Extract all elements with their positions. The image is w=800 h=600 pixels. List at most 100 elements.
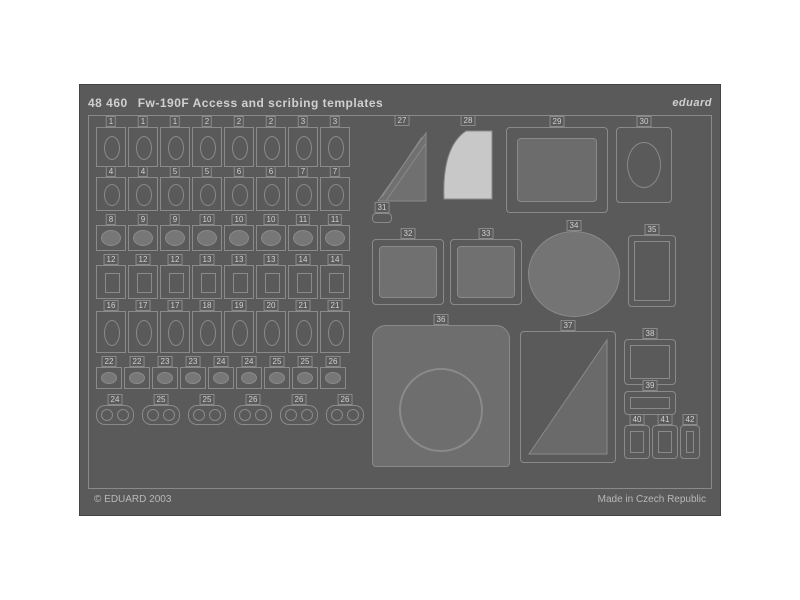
part-number: 17 — [136, 300, 151, 311]
part-number: 25 — [270, 356, 285, 367]
part-number: 22 — [130, 356, 145, 367]
etch-part-24: 24 — [208, 367, 234, 389]
etch-part-28: 28 — [438, 127, 498, 203]
oval-relief — [229, 230, 249, 246]
aperture — [232, 136, 248, 160]
etch-part-9: 9 — [128, 225, 158, 251]
part-number: 20 — [264, 300, 279, 311]
aperture — [232, 184, 248, 206]
etch-part-26: 26 — [326, 405, 364, 425]
etch-part-22: 22 — [96, 367, 122, 389]
aperture — [104, 320, 120, 346]
part-number: 23 — [186, 356, 201, 367]
etch-part-40: 40 — [624, 425, 650, 459]
part-number: 11 — [328, 214, 342, 225]
etch-part-12: 12 — [128, 265, 158, 299]
part-number: 1 — [170, 116, 180, 127]
etch-part-5: 5 — [192, 177, 222, 211]
aperture — [232, 320, 248, 346]
etch-part-42: 42 — [680, 425, 700, 459]
made-in: Made in Czech Republic — [598, 494, 706, 505]
etch-part-33: 33 — [450, 239, 522, 305]
etch-part-25: 25 — [142, 405, 180, 425]
etch-part-31: 31 — [372, 213, 392, 223]
part-number: 37 — [561, 320, 576, 331]
hole — [301, 409, 313, 421]
etch-part-22: 22 — [124, 367, 150, 389]
part-number: 9 — [170, 214, 180, 225]
part-number: 41 — [658, 414, 673, 425]
part-number: 40 — [630, 414, 645, 425]
oval-relief — [213, 372, 229, 384]
etch-part-23: 23 — [180, 367, 206, 389]
part-number: 30 — [637, 116, 652, 127]
hole — [117, 409, 129, 421]
etch-part-2: 2 — [256, 127, 286, 167]
cowl-opening — [399, 368, 483, 452]
etch-part-10: 10 — [192, 225, 222, 251]
oval-relief — [101, 372, 117, 384]
etch-part-25: 25 — [292, 367, 318, 389]
etch-part-36: 36 — [372, 325, 510, 467]
part-number: 6 — [234, 166, 244, 177]
etch-part-37: 37 — [520, 331, 616, 463]
etch-part-17: 17 — [160, 311, 190, 353]
part-number: 5 — [202, 166, 212, 177]
etch-part-34: 34 — [528, 231, 620, 317]
part-number: 25 — [154, 394, 169, 405]
blade-icon — [438, 127, 498, 203]
aperture — [686, 431, 694, 453]
aperture — [658, 431, 672, 453]
aperture — [630, 345, 670, 379]
etch-part-13: 13 — [192, 265, 222, 299]
part-number: 29 — [550, 116, 565, 127]
etch-part-6: 6 — [224, 177, 254, 211]
part-number: 16 — [104, 300, 119, 311]
hole — [255, 409, 267, 421]
oval-relief — [133, 230, 153, 246]
brand-logo: eduard — [672, 97, 712, 109]
aperture — [296, 320, 312, 346]
triangle-frame-icon — [521, 332, 615, 462]
photoetch-fret: 48 460 Fw-190F Access and scribing templ… — [79, 84, 721, 516]
etch-part-1: 1 — [96, 127, 126, 167]
part-number: 1 — [106, 116, 116, 127]
part-number: 36 — [434, 314, 449, 325]
etch-part-4: 4 — [128, 177, 158, 211]
aperture — [168, 136, 184, 160]
etch-part-24: 24 — [96, 405, 134, 425]
oval-relief — [241, 372, 257, 384]
etch-part-14: 14 — [320, 265, 350, 299]
part-number: 18 — [200, 300, 215, 311]
etch-part-29: 29 — [506, 127, 608, 213]
part-number: 7 — [298, 166, 308, 177]
etch-part-13: 13 — [256, 265, 286, 299]
part-number: 34 — [567, 220, 582, 231]
inner-frame — [517, 138, 597, 202]
etch-part-12: 12 — [160, 265, 190, 299]
etch-part-5: 5 — [160, 177, 190, 211]
etch-part-11: 11 — [288, 225, 318, 251]
etch-part-26: 26 — [234, 405, 272, 425]
part-number: 42 — [683, 414, 698, 425]
etch-part-1: 1 — [160, 127, 190, 167]
part-number: 7 — [330, 166, 340, 177]
part-number: 4 — [106, 166, 116, 177]
etch-part-19: 19 — [224, 311, 254, 353]
part-number: 11 — [296, 214, 310, 225]
etch-part-30: 30 — [616, 127, 672, 203]
aperture — [296, 184, 312, 206]
aperture — [328, 184, 344, 206]
oval-relief — [325, 230, 345, 246]
product-title: Fw-190F Access and scribing templates — [138, 96, 383, 110]
part-number: 12 — [168, 254, 183, 265]
part-number: 26 — [326, 356, 341, 367]
etch-part-18: 18 — [192, 311, 222, 353]
oval-relief — [261, 230, 281, 246]
etch-part-26: 26 — [280, 405, 318, 425]
etch-part-13: 13 — [224, 265, 254, 299]
aperture — [137, 273, 152, 293]
oval-relief — [269, 372, 285, 384]
etch-part-1: 1 — [128, 127, 158, 167]
etch-part-3: 3 — [320, 127, 350, 167]
